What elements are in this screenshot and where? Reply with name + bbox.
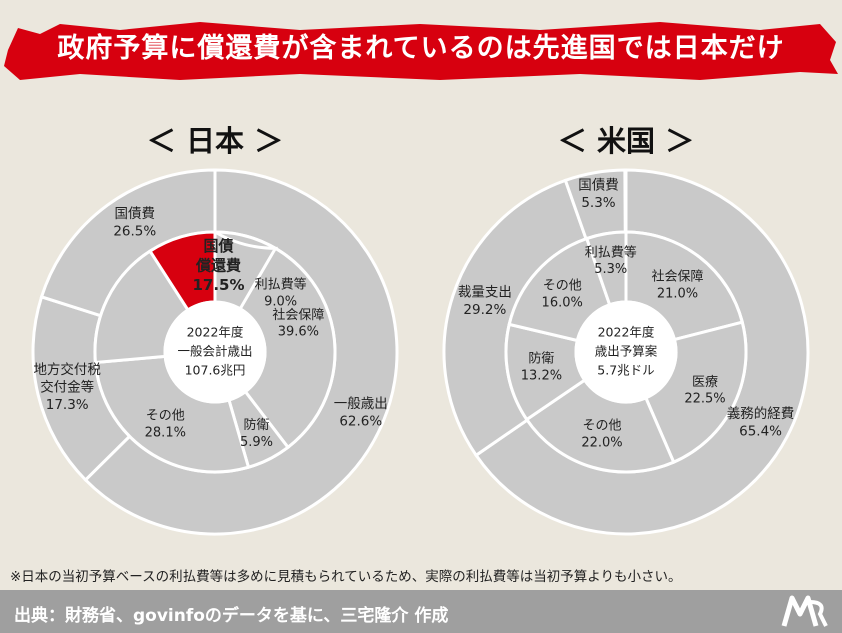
inner-slice-label: 21.0% xyxy=(657,287,698,302)
inner-slice-label: 社会保障 xyxy=(272,307,324,323)
page-title: 政府予算に償還費が含まれているのは先進国では日本だけ xyxy=(57,33,785,64)
inner-slice-label: 22.0% xyxy=(581,436,622,451)
outer-slice-label: 交付金等 xyxy=(40,378,94,395)
outer-slice-label: 裁量支出 xyxy=(458,284,512,300)
source-text: 出典：財務省、govinfoのデータを基に、三宅隆介 作成 xyxy=(14,606,449,626)
center-total-label: 一般会計歳出 xyxy=(177,344,252,359)
footnote: ※日本の当初予算ベースの利払費等は多めに見積もられているため、実際の利払費等は当… xyxy=(10,569,682,585)
inner-slice-label: 22.5% xyxy=(684,392,725,407)
highlight-slice-label: 償還費 xyxy=(195,257,241,275)
center-total-label: 歳出予算案 xyxy=(595,344,658,359)
highlight-slice-label: 17.5% xyxy=(192,276,244,294)
us-chart-heading: ＜ 米国 ＞ xyxy=(557,124,695,158)
outer-slice-label: 地方交付税 xyxy=(33,361,101,378)
inner-slice-label: その他 xyxy=(146,409,185,424)
outer-slice-label: 一般歳出 xyxy=(334,396,388,412)
source-bar: 出典：財務省、govinfoのデータを基に、三宅隆介 作成 xyxy=(0,590,842,633)
japan-chart-heading: ＜ 日本 ＞ xyxy=(146,124,284,158)
inner-slice-label: 防衛 xyxy=(528,351,554,367)
outer-slice-label: 5.3% xyxy=(581,195,615,211)
center-circle xyxy=(163,300,267,404)
inner-slice-label: 16.0% xyxy=(542,295,583,310)
outer-slice-label: 65.4% xyxy=(739,423,782,439)
inner-slice-label: 28.1% xyxy=(145,426,186,441)
inner-slice-label: 利払費等 xyxy=(255,276,307,292)
inner-slice-label: 5.9% xyxy=(240,435,273,450)
outer-slice-label: 17.3% xyxy=(46,397,89,413)
outer-slice-label: 62.6% xyxy=(339,414,382,430)
center-total-label: 107.6兆円 xyxy=(185,363,246,378)
center-total-label: 5.7兆ドル xyxy=(597,363,654,378)
inner-slice-label: 利払費等 xyxy=(585,244,637,260)
title-banner xyxy=(4,22,838,80)
highlight-slice-label: 国債 xyxy=(204,237,234,255)
outer-slice-label: 29.2% xyxy=(463,302,506,318)
inner-slice-label: 5.3% xyxy=(594,262,627,277)
inner-slice-label: その他 xyxy=(582,419,621,434)
outer-slice-label: 国債費 xyxy=(578,178,619,194)
inner-slice-label: 防衛 xyxy=(244,417,270,433)
inner-slice-label: 13.2% xyxy=(521,369,562,384)
us-donut-chart: 義務的経費65.4%裁量支出29.2%国債費5.3%社会保障21.0%医療22.… xyxy=(442,168,810,536)
inner-slice-label: 9.0% xyxy=(264,294,297,309)
inner-slice-label: 医療 xyxy=(692,375,718,390)
inner-slice-label: その他 xyxy=(543,278,582,293)
outer-slice-label: 26.5% xyxy=(113,224,156,240)
center-total-label: 2022年度 xyxy=(187,325,244,340)
inner-slice-label: 39.6% xyxy=(278,325,319,340)
mr-logo-icon xyxy=(781,595,828,627)
center-circle xyxy=(574,300,678,404)
center-total-label: 2022年度 xyxy=(598,325,655,340)
inner-slice-label: 社会保障 xyxy=(651,269,703,285)
outer-slice-label: 国債費 xyxy=(115,206,156,222)
outer-slice-label: 義務的経費 xyxy=(727,405,795,422)
